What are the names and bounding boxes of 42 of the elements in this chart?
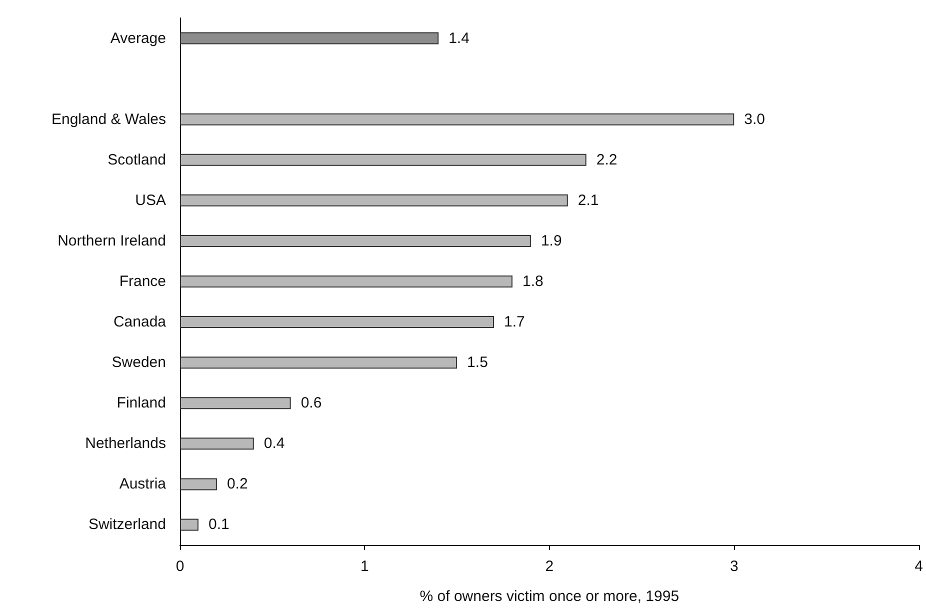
y-tick-label: England & Wales: [51, 110, 166, 128]
data-label: 1.5: [467, 354, 488, 372]
data-label: 1.4: [448, 30, 470, 47]
bar: [180, 32, 439, 44]
y-tick-label: Austria: [119, 476, 167, 493]
data-label: 3.0: [744, 110, 765, 128]
y-tick-label: Canada: [113, 314, 167, 331]
y-tick-label: Scotland: [108, 151, 166, 168]
y-tick-label: Netherlands: [85, 435, 166, 452]
data-label: 2.2: [596, 151, 618, 168]
data-label: 0.4: [264, 435, 285, 452]
y-tick-label: Northern Ireland: [58, 232, 166, 250]
x-tick-label: 1: [360, 558, 369, 575]
bar: [180, 356, 458, 369]
bar: [180, 234, 531, 247]
y-tick-label: Sweden: [112, 354, 166, 372]
y-tick-label: Switzerland: [88, 516, 166, 534]
bar: [180, 276, 512, 288]
data-label: 0.1: [208, 516, 230, 534]
bar: [180, 316, 494, 328]
bar: [180, 478, 217, 490]
x-tick-label: 4: [914, 558, 923, 575]
data-label: 1.7: [504, 314, 525, 331]
bar: [180, 113, 734, 126]
x-tick-label: 0: [176, 558, 184, 575]
x-tick-label: 2: [545, 558, 554, 575]
bar: [180, 518, 198, 531]
y-tick-label: Finland: [116, 394, 166, 412]
y-tick-label: Average: [110, 30, 166, 47]
bar: [180, 397, 291, 410]
data-label: 2.1: [578, 192, 599, 209]
data-label: 0.6: [300, 394, 322, 412]
data-label: 1.8: [522, 273, 544, 290]
x-tick-label: 3: [730, 558, 738, 575]
bar: [180, 194, 568, 206]
y-tick-label: France: [119, 273, 166, 290]
data-label: 1.9: [540, 232, 562, 250]
y-tick-label: USA: [135, 192, 166, 209]
data-label: 0.2: [226, 476, 248, 493]
bar: [180, 438, 254, 450]
x-axis-title: % of owners victim once or more, 1995: [420, 588, 680, 605]
bar: [180, 154, 586, 166]
